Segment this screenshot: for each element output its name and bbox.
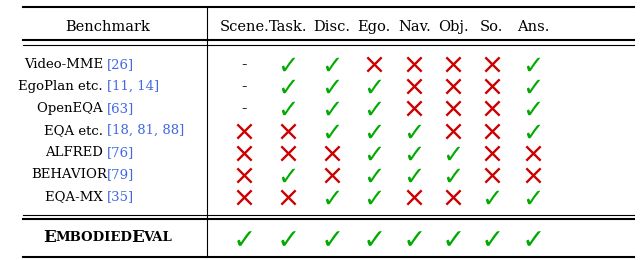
Text: EQA etc.: EQA etc. [44,124,108,137]
Text: [18, 81, 88]: [18, 81, 88] [108,124,184,137]
Text: Ego.: Ego. [357,20,390,34]
Text: BEHAVIOR: BEHAVIOR [31,168,108,181]
Text: [26]: [26] [108,58,134,71]
Text: [63]: [63] [108,102,134,115]
Text: -: - [242,100,247,117]
Text: E: E [131,229,143,246]
Text: [76]: [76] [108,146,134,159]
Text: OpenEQA: OpenEQA [37,102,108,115]
Text: Benchmark: Benchmark [65,20,150,34]
Text: EgoPlan etc.: EgoPlan etc. [19,80,108,93]
Text: Scene.: Scene. [220,20,269,34]
Text: Task.: Task. [269,20,307,34]
Text: EQA-MX: EQA-MX [45,190,108,203]
Text: Video-MME: Video-MME [24,58,108,71]
Text: Nav.: Nav. [398,20,431,34]
Text: So.: So. [480,20,504,34]
Text: [79]: [79] [108,168,134,181]
Text: Ans.: Ans. [516,20,549,34]
Text: VAL: VAL [143,231,172,244]
Text: -: - [242,56,247,73]
Text: -: - [242,78,247,95]
Text: [11, 14]: [11, 14] [108,80,159,93]
Text: ALFRED: ALFRED [45,146,108,159]
Text: MBODIED: MBODIED [56,231,132,244]
Text: Disc.: Disc. [313,20,350,34]
Text: Obj.: Obj. [438,20,468,34]
Text: [35]: [35] [108,190,134,203]
Text: E: E [44,229,56,246]
